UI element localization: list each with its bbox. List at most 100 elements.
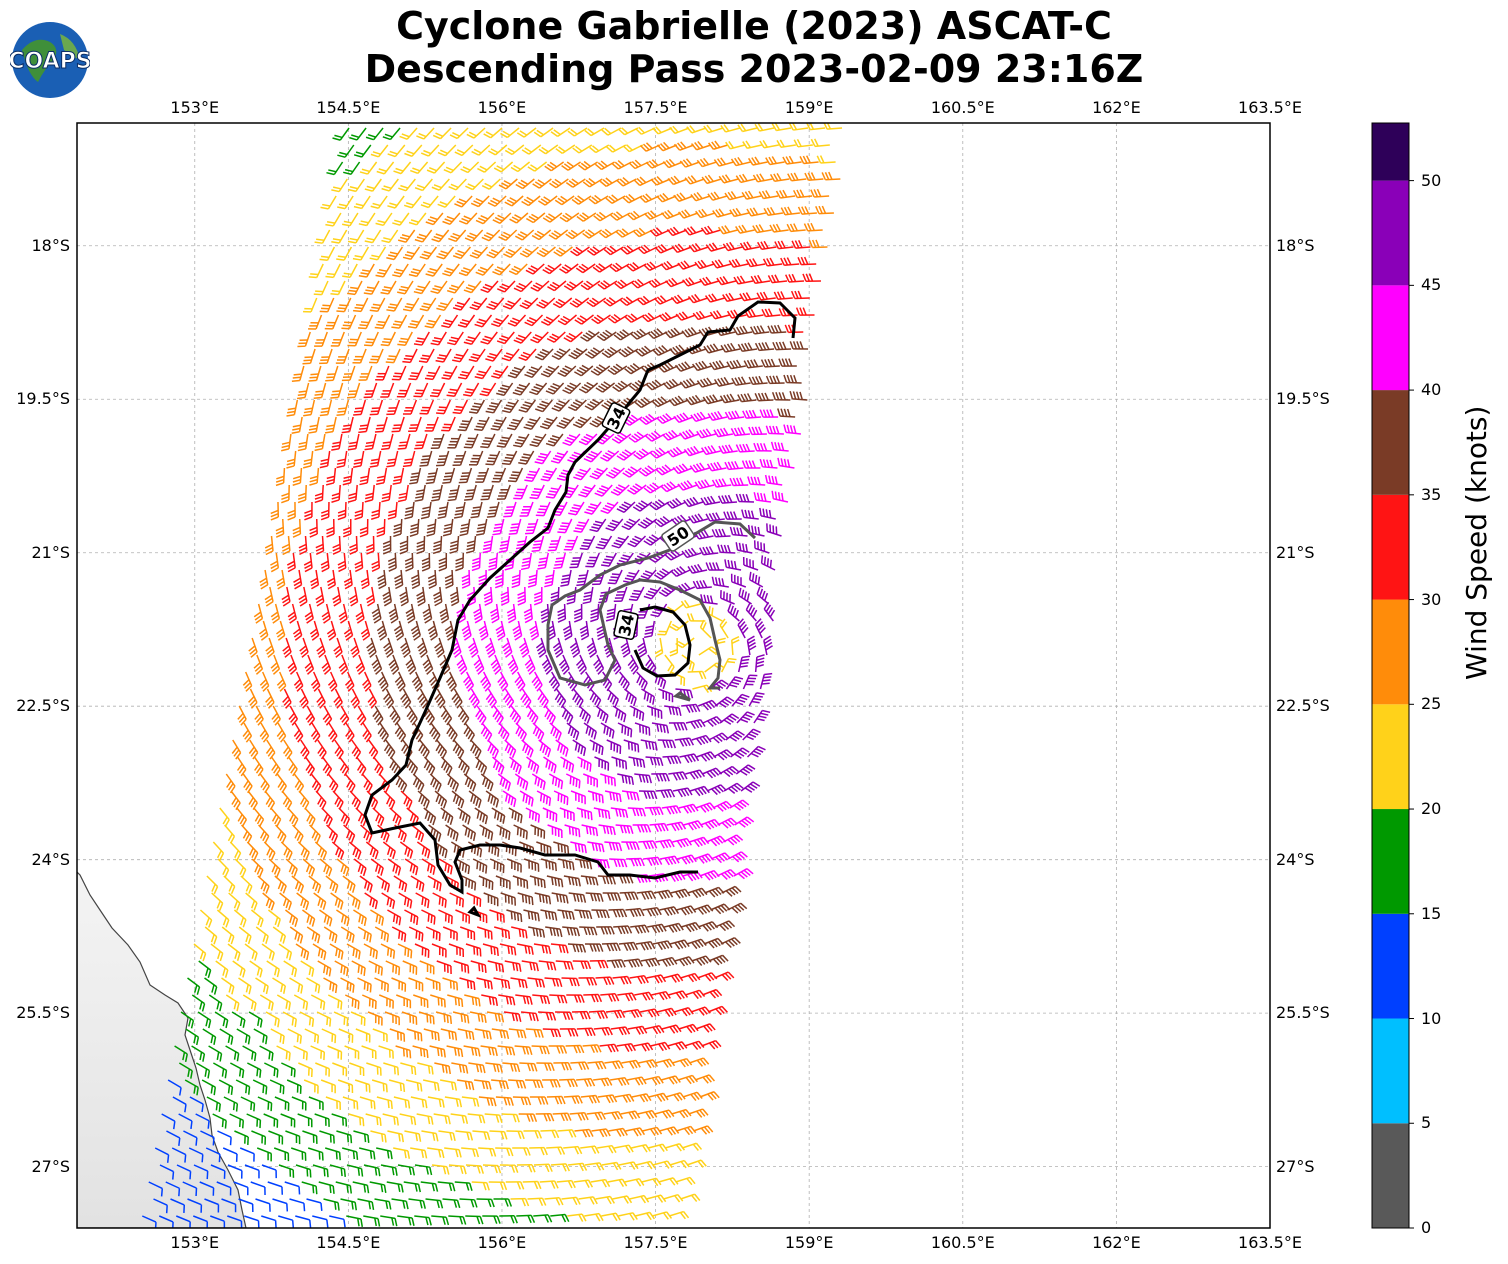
wind-barb <box>687 293 708 304</box>
wind-barb <box>480 331 498 345</box>
wind-barb <box>666 226 687 237</box>
wind-barb <box>554 195 575 206</box>
wind-barb <box>688 242 709 253</box>
wind-barb <box>353 297 369 313</box>
wind-barb <box>754 123 775 132</box>
lat-tick-label-left: 27°S <box>31 1156 70 1176</box>
wind-barb <box>553 246 573 257</box>
wind-barb <box>673 192 694 202</box>
wind-barb <box>735 173 756 184</box>
wind-barb <box>410 161 429 175</box>
wind-barb <box>487 195 507 207</box>
wind-barb <box>758 190 779 200</box>
wind-barb <box>536 297 556 309</box>
wind-barb <box>584 127 605 137</box>
wind-barb <box>648 278 669 288</box>
wind-barb <box>769 172 790 183</box>
wind-barb <box>485 348 503 362</box>
wind-barb <box>358 314 374 330</box>
wind-barb <box>609 262 630 273</box>
wind-barb <box>557 314 577 326</box>
wind-barb <box>701 174 722 185</box>
wind-barb <box>657 361 679 373</box>
wind-barb <box>437 195 456 208</box>
wind-barb <box>804 172 824 182</box>
wind-barb <box>742 140 762 150</box>
wind-barb <box>624 363 645 375</box>
lon-tick-label-top: 159°E <box>784 98 834 117</box>
wind-barb <box>381 229 399 244</box>
wind-barb <box>653 295 675 305</box>
wind-barb <box>441 314 459 329</box>
wind-barb <box>722 241 743 252</box>
wind-barb <box>737 342 758 352</box>
wind-barb <box>369 297 386 312</box>
wind-barb <box>375 212 393 227</box>
wind-barb <box>502 297 522 310</box>
wind-barb <box>364 331 379 347</box>
wind-barb <box>724 191 745 201</box>
lon-tick-label-top: 156°E <box>477 98 527 117</box>
figure-title-line2: Descending Pass 2023-02-09 23:16Z <box>364 47 1144 91</box>
wind-barb <box>647 328 668 340</box>
wind-barb <box>430 280 448 294</box>
lon-tick-label-top: 157.5°E <box>623 98 688 117</box>
wind-barb <box>471 144 491 156</box>
wind-barb <box>414 229 433 243</box>
wind-barb <box>599 228 620 239</box>
wind-barb <box>358 263 375 278</box>
lon-tick-label-top: 153°E <box>170 98 220 117</box>
wind-barb <box>607 363 628 376</box>
wind-barb <box>393 161 412 175</box>
wind-barb <box>703 124 724 134</box>
wind-barb <box>720 342 741 353</box>
wind-barb <box>752 173 773 183</box>
wind-barb <box>670 294 692 305</box>
wind-barb <box>426 161 446 174</box>
wind-barb <box>480 280 499 293</box>
lon-tick-label-bottom: 157.5°E <box>623 1233 688 1252</box>
wind-barb <box>540 314 561 326</box>
wind-barb <box>448 178 467 191</box>
wind-barb <box>308 365 322 382</box>
wind-barb <box>692 310 713 321</box>
wind-barb <box>686 125 707 134</box>
wind-barb <box>308 314 323 330</box>
colorbar-tick-label: 40 <box>1421 380 1442 400</box>
coaps-logo: COAPS <box>10 22 90 98</box>
lat-tick-label-left: 25.5°S <box>16 1003 70 1023</box>
lat-tick-label-left: 24°S <box>31 849 70 869</box>
wind-barb <box>662 158 683 169</box>
wind-barb <box>691 360 713 372</box>
wind-barb <box>503 246 522 259</box>
wind-barb <box>527 161 548 172</box>
wind-barb <box>726 359 746 370</box>
lat-tick-label-right: 21°S <box>1276 542 1315 562</box>
wind-barb <box>474 314 493 328</box>
wind-barb <box>563 280 584 291</box>
wind-barb <box>741 190 762 200</box>
wind-barb <box>696 157 717 168</box>
wind-barb <box>767 274 788 284</box>
wind-barb <box>436 246 455 260</box>
wind-barb <box>712 208 733 218</box>
wind-barb <box>645 159 666 169</box>
lat-tick-label-left: 21°S <box>31 542 70 562</box>
wind-barb <box>728 258 749 268</box>
wind-barb <box>408 263 426 278</box>
wind-barb <box>750 325 770 335</box>
wind-barb <box>568 347 588 360</box>
wind-barb <box>677 260 698 270</box>
wind-barb <box>639 142 661 152</box>
wind-barb <box>474 365 492 380</box>
wind-barb <box>398 178 416 192</box>
wind-barb <box>613 329 634 341</box>
wind-barb <box>533 127 554 138</box>
wind-barb <box>375 365 390 381</box>
wind-barb <box>314 331 328 347</box>
wind-barb <box>707 191 728 201</box>
colorbar-segment <box>1372 1018 1409 1124</box>
wind-barb <box>363 280 380 295</box>
wind-barb <box>542 263 562 275</box>
wind-barb <box>465 178 484 191</box>
